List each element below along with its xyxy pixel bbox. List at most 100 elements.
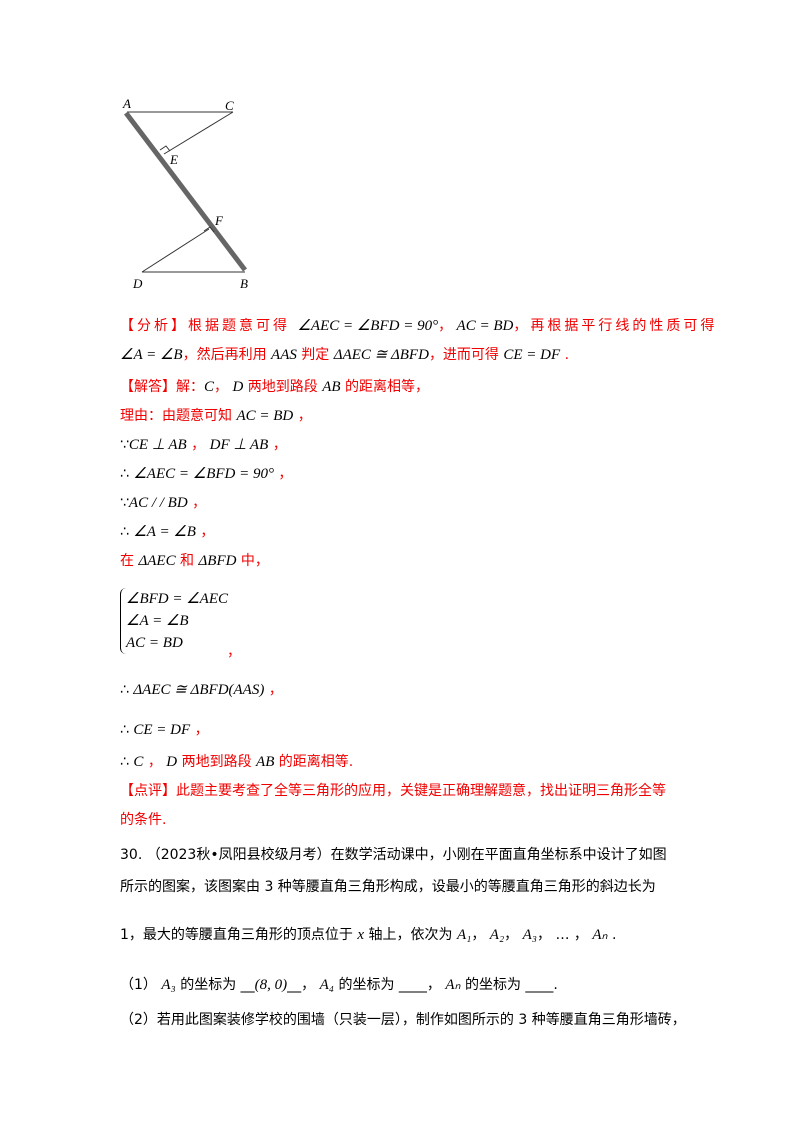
text-segment: 的坐标为 ____， (334, 977, 446, 993)
text-line: ∵CE ⊥ AB ， DF ⊥ AB ， (120, 435, 287, 455)
text-line: 理由：由题意可知 AC = BD ， (120, 406, 312, 426)
text-segment: ，进而可得 (428, 347, 504, 363)
text-segment: ， (264, 682, 283, 698)
math-expression: ΔAEC ≅ ΔBFD(AAS) (133, 682, 265, 698)
text-segment: 两地到路段 (243, 379, 323, 395)
text-segment: 在 (120, 553, 139, 569)
text-segment: ∴ (120, 682, 134, 698)
math-expression: Aₙ (592, 927, 608, 943)
label-d: D (132, 276, 143, 291)
equation-system: ∠BFD = ∠AEC ∠A = ∠B AC = BD (120, 588, 228, 654)
system-comma: ， (227, 644, 241, 660)
text-segment: 和 (175, 553, 199, 569)
text-line: ∴ ΔAEC ≅ ΔBFD(AAS) ， (120, 680, 283, 700)
text-segment: ， (268, 437, 287, 453)
math-expression: A₄ (319, 977, 334, 993)
text-segment: 判定 (296, 347, 334, 363)
text-segment: ， (143, 754, 167, 770)
label-c: C (225, 98, 234, 113)
text-line: ∴ ∠A = ∠B ， (120, 522, 214, 542)
text-segment: 的距离相等. (274, 754, 354, 770)
text-line: （2）若用此图案装修学校的围墙（只装一层），制作如图所示的 3 种等腰直角三角形… (120, 1010, 686, 1030)
text-line: 所示的图案，该图案由 3 种等腰直角三角形构成，设最小的等腰直角三角形的斜边长为 (120, 877, 656, 897)
math-expression: CE ⊥ AB (128, 437, 187, 453)
text-segment: __， (287, 977, 320, 993)
text-line: 的条件. (120, 810, 166, 830)
text-segment: ∴ (120, 754, 134, 770)
text-segment: . (560, 347, 570, 363)
math-expression: CE = DF (133, 722, 191, 738)
math-expression: x (357, 927, 365, 943)
text-segment: ， (504, 927, 523, 943)
text-segment: ，再根据平行线的性质可得 (513, 318, 718, 334)
math-expression: AC = BD (456, 318, 514, 334)
text-line: ∴ ∠AEC = ∠BFD = 90° ， (120, 464, 292, 484)
text-segment: ，然后再利用 (182, 347, 272, 363)
math-expression: D (166, 754, 178, 770)
text-segment: ∵ (120, 437, 129, 453)
math-expression: ∠AEC = ∠BFD = 90° (133, 466, 274, 482)
math-expression: A₂ (489, 927, 505, 943)
math-expression: A₃ (161, 977, 176, 993)
math-expression: ΔBFD (198, 553, 237, 569)
text-segment: . (607, 927, 617, 943)
geometry-figure: A C E F D B (122, 96, 248, 291)
system-eq-3: AC = BD (126, 635, 183, 651)
math-expression: AC / / BD (128, 495, 188, 511)
text-segment: 中， (236, 553, 269, 569)
text-segment: ， (190, 722, 209, 738)
label-b: B (240, 276, 248, 291)
system-eq-2: ∠A = ∠B (126, 613, 189, 629)
math-expression: (8, 0) (254, 977, 288, 993)
text-segment: ， (214, 379, 233, 395)
text-segment: 的条件. (120, 812, 167, 828)
math-expression: D (232, 379, 244, 395)
text-segment: 【分析】根据题意可得 (120, 318, 298, 334)
math-expression: AAS (271, 347, 297, 363)
text-line: （1） A₃ 的坐标为 __(8, 0)__， A₄ 的坐标为 ____， Aₙ… (120, 975, 558, 995)
text-line: 30. （2023秋•凤阳县校级月考）在数学活动课中，小刚在平面直角坐标系中设计… (120, 845, 667, 865)
math-expression: CE = DF (503, 347, 561, 363)
segment-df (141, 228, 210, 273)
text-segment: （1） (120, 977, 162, 993)
text-segment: ， (471, 927, 490, 943)
text-line: 1，最大的等腰直角三角形的顶点位于 x 轴上，依次为 A₁， A₂， A₃， …… (120, 925, 616, 945)
text-segment: ∴ (120, 466, 134, 482)
text-line: ∠A = ∠B，然后再利用 AAS 判定 ΔAEC ≅ ΔBFD，进而可得 CE… (120, 345, 569, 365)
text-segment: 30. （2023秋•凤阳县校级月考）在数学活动课中，小刚在平面直角坐标系中设计… (120, 847, 667, 863)
label-f: F (214, 213, 224, 228)
text-line: ∴ C ， D 两地到路段 AB 的距离相等. (120, 752, 353, 772)
math-expression: ∠A = ∠B (120, 347, 183, 363)
text-segment: ∴ (120, 524, 134, 540)
text-line: ∴ CE = DF ， (120, 720, 209, 740)
math-expression: DF ⊥ AB (209, 437, 269, 453)
text-segment: 【点评】此题主要考查了全等三角形的应用，关键是正确理解题意，找出证明三角形全等 (120, 783, 666, 799)
text-segment: 所示的图案，该图案由 3 种等腰直角三角形构成，设最小的等腰直角三角形的斜边长为 (120, 879, 656, 895)
text-segment: ， (438, 318, 457, 334)
label-e: E (169, 152, 178, 167)
text-segment: 的距离相等， (340, 379, 429, 395)
text-line: 【解答】解：C， D 两地到路段 AB 的距离相等， (120, 377, 429, 397)
text-segment: ， (187, 495, 207, 511)
segment-ab-road (124, 111, 247, 272)
label-a: A (122, 96, 131, 111)
text-segment: 【解答】解： (120, 379, 204, 395)
right-angle-e (159, 145, 171, 152)
text-line: 在 ΔAEC 和 ΔBFD 中， (120, 551, 269, 571)
math-expression: ∠AEC = ∠BFD = 90° (297, 318, 439, 334)
right-angle-f (203, 226, 215, 233)
segment-ce (163, 111, 234, 155)
math-expression: ΔAEC (138, 553, 176, 569)
math-expression: C (133, 754, 144, 770)
math-expression: A₃ (522, 927, 538, 943)
text-segment: ∵ (120, 495, 129, 511)
text-line: 【点评】此题主要考查了全等三角形的应用，关键是正确理解题意，找出证明三角形全等 (120, 781, 666, 801)
text-segment: ， (293, 408, 312, 424)
text-segment: 的坐标为 ____. (460, 977, 558, 993)
text-segment: ， (273, 466, 293, 482)
text-segment: ， … ， (537, 927, 593, 943)
text-segment: 1，最大的等腰直角三角形的顶点位于 (120, 927, 358, 943)
text-segment: 轴上，依次为 (364, 927, 457, 943)
math-expression: AB (256, 754, 275, 770)
math-expression: AB (322, 379, 341, 395)
